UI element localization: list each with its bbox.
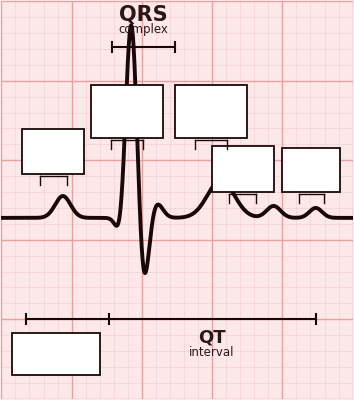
Bar — [212, 146, 274, 192]
Text: QRS: QRS — [119, 5, 168, 25]
Text: QT: QT — [198, 328, 226, 346]
Bar — [282, 148, 340, 192]
Text: interval: interval — [189, 346, 235, 360]
Bar — [91, 85, 163, 138]
Bar — [175, 85, 247, 138]
Text: complex: complex — [119, 23, 169, 36]
Bar — [22, 128, 84, 174]
Bar — [12, 333, 100, 375]
